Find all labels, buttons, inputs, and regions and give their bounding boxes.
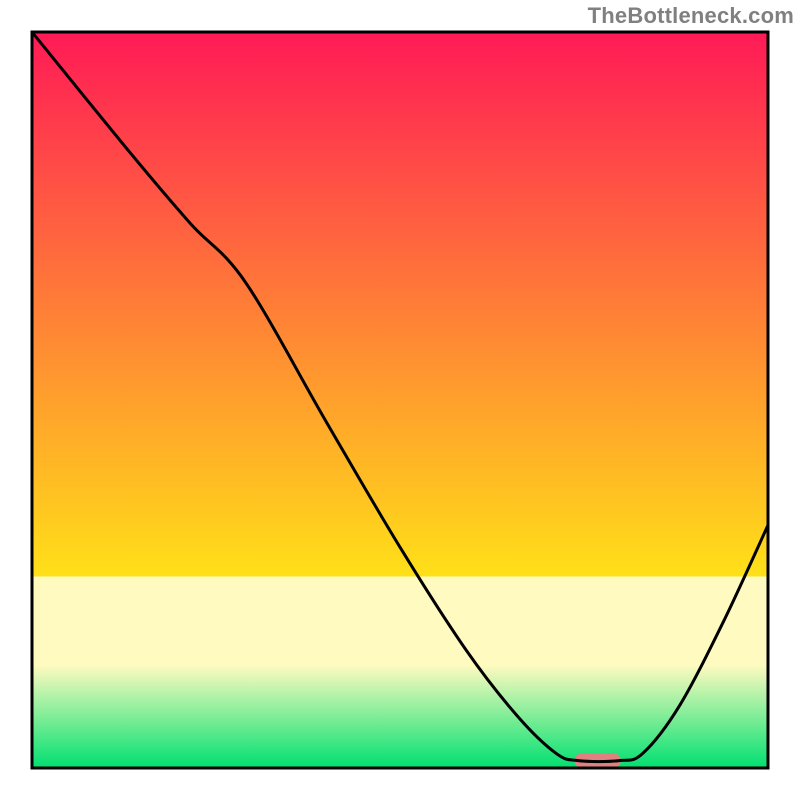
watermark-text: TheBottleneck.com <box>588 3 794 29</box>
chart-stage: TheBottleneck.com <box>0 0 800 800</box>
chart-svg <box>0 0 800 800</box>
gradient-background <box>32 32 768 768</box>
